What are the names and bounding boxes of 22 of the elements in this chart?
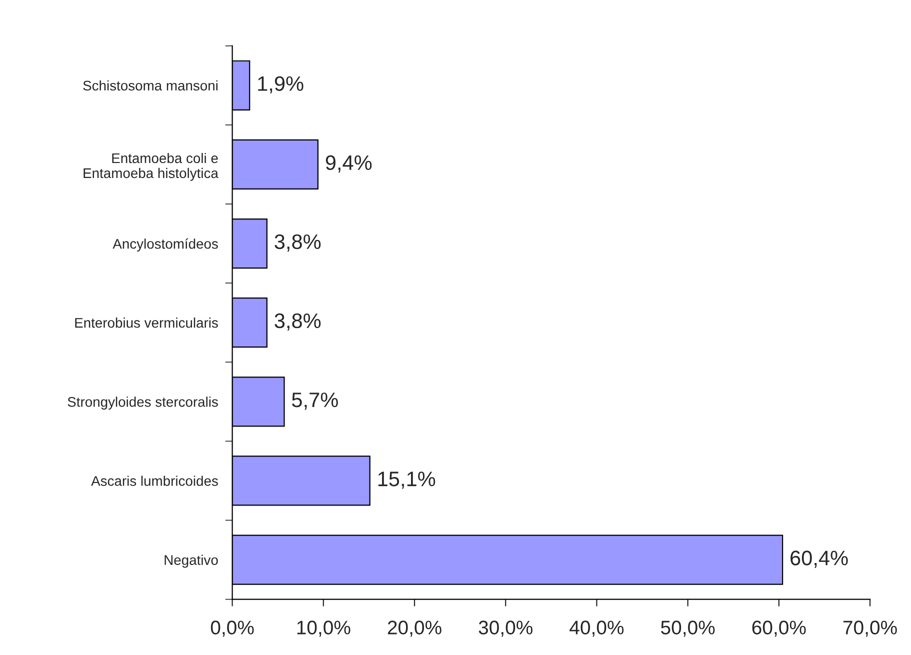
- data-label: 3,8%: [274, 313, 321, 331]
- x-tick-label: 20,0%: [388, 620, 442, 637]
- x-tick-label: 30,0%: [478, 620, 532, 637]
- x-tick-label: 70,0%: [843, 620, 897, 637]
- x-tick-label: 60,0%: [752, 620, 806, 637]
- y-tick-label: Enterobius vermicularis: [75, 318, 218, 328]
- x-tick-label: 10,0%: [297, 620, 350, 637]
- x-tick-label: 50,0%: [661, 620, 715, 637]
- data-label: 15,1%: [378, 472, 436, 489]
- y-tick-label: Entamoeba coli e Entamoeba histolytica: [84, 152, 218, 181]
- y-tick-label: Schistosoma mansoni: [83, 80, 218, 91]
- y-tick-label: Strongyloides stercoralis: [68, 396, 218, 410]
- x-tick-label: 40,0%: [570, 620, 624, 637]
- x-tick-label: 0,0%: [210, 620, 254, 637]
- data-label: 60,4%: [790, 550, 848, 568]
- data-label: 9,4%: [326, 155, 372, 173]
- data-label: 1,9%: [258, 76, 304, 94]
- data-label: 3,8%: [274, 234, 321, 252]
- y-tick-label: Negativo: [164, 554, 218, 568]
- y-tick-label: Ancylostomídeos: [112, 238, 218, 252]
- y-tick-label: Ascaris lumbricoides: [91, 476, 218, 486]
- data-label: 5,7%: [292, 392, 338, 410]
